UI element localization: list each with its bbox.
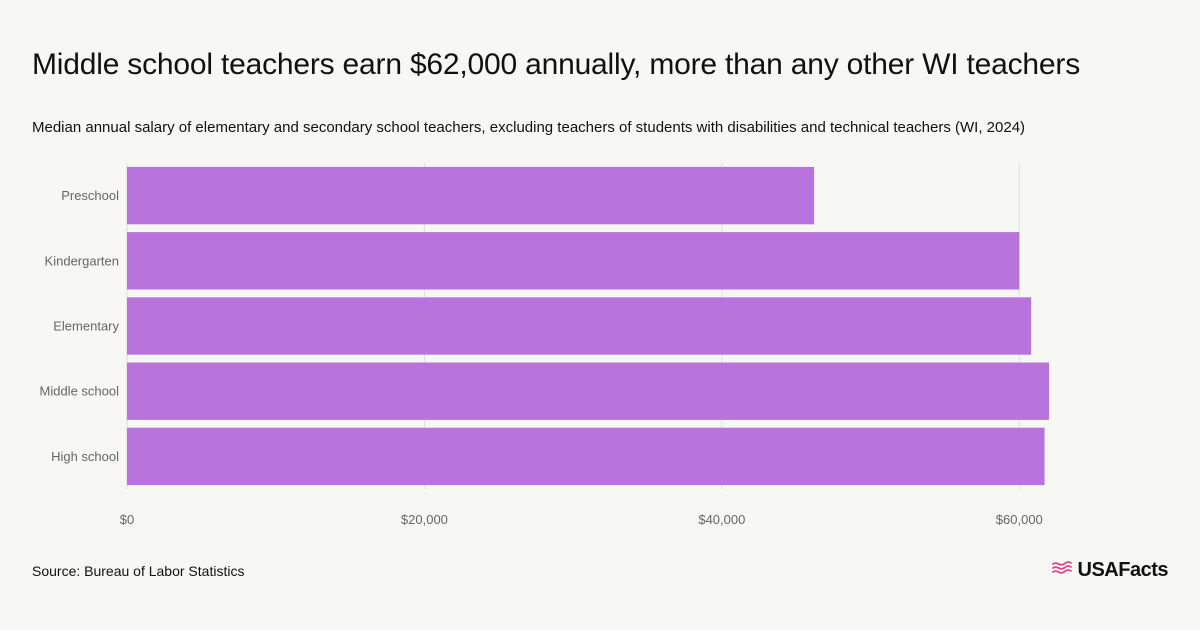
category-label: Middle school (40, 384, 120, 399)
bar[interactable] (127, 232, 1020, 290)
x-tick-label: $20,000 (401, 512, 448, 527)
bar[interactable] (127, 427, 1045, 486)
bar[interactable] (127, 166, 815, 225)
source-note: Source: Bureau of Labor Statistics (32, 563, 245, 579)
us-flag-icon (1051, 560, 1073, 581)
category-label: Elementary (53, 319, 119, 334)
x-tick-label: $60,000 (996, 512, 1043, 527)
bar[interactable] (127, 297, 1032, 355)
chart-subtitle: Median annual salary of elementary and s… (32, 119, 1026, 136)
x-tick-label: $0 (120, 512, 134, 527)
x-tick-label: $40,000 (698, 512, 745, 527)
logo-text: USAFacts (1077, 559, 1169, 581)
bar[interactable] (127, 362, 1050, 420)
category-label: High school (51, 449, 119, 464)
category-label: Kindergarten (45, 253, 119, 268)
category-label: Preschool (61, 188, 119, 203)
usafacts-logo[interactable]: USAFacts (1051, 559, 1169, 582)
chart-title: Middle school teachers earn $62,000 annu… (32, 48, 1080, 81)
